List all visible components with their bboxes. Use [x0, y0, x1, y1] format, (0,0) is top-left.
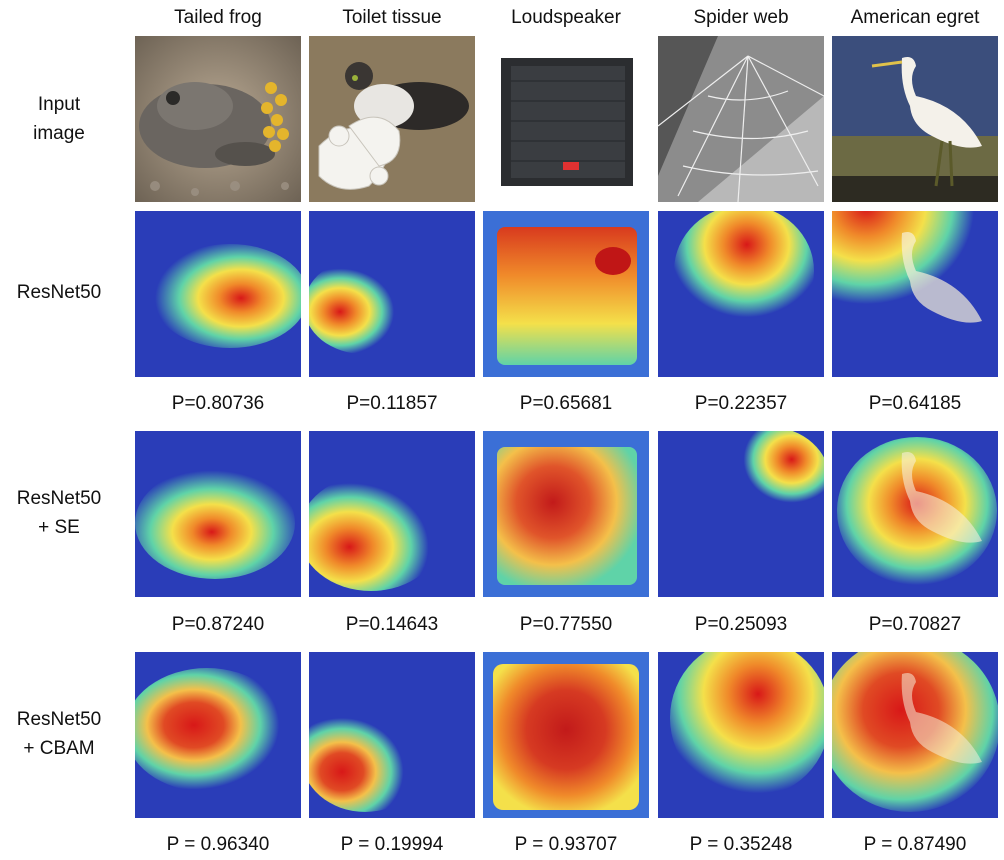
column-title-tailed-frog: Tailed frog [174, 7, 262, 28]
probability-resnet50-se-toilet-tissue: P=0.14643 [345, 614, 439, 635]
input-image-tailed-frog [135, 36, 301, 202]
column-title-american-egret: American egret [850, 7, 980, 28]
input-image-american-egret [832, 36, 998, 202]
probability-resnet50-toilet-tissue: P=0.11857 [346, 393, 438, 414]
probability-resnet50-american-egret: P=0.64185 [868, 393, 962, 414]
heatmap-resnet50-se-loudspeaker [483, 431, 649, 597]
heatmap-resnet50-se-tailed-frog [135, 431, 301, 597]
row-label-resnet50: ResNet50 [16, 282, 102, 303]
probability-resnet50-se-spider-web: P=0.25093 [694, 614, 788, 635]
heatmap-resnet50-cbam-american-egret [832, 652, 998, 818]
input-image-spider-web [658, 36, 824, 202]
heatmap-resnet50-cbam-spider-web [658, 652, 824, 818]
heatmap-resnet50-tailed-frog [135, 211, 301, 377]
heatmap-resnet50-loudspeaker [483, 211, 649, 377]
heatmap-resnet50-toilet-tissue [309, 211, 475, 377]
heatmap-resnet50-cbam-tailed-frog [135, 652, 301, 818]
probability-resnet50-cbam-toilet-tissue: P = 0.19994 [340, 834, 444, 855]
row-label-input-image: Input image [33, 94, 85, 144]
row-label-resnet50-cbam: ResNet50 + CBAM [16, 709, 102, 759]
row-label-resnet50-se: ResNet50 + SE [16, 488, 102, 538]
probability-resnet50-se-loudspeaker: P=0.77550 [519, 614, 613, 635]
probability-resnet50-se-tailed-frog: P=0.87240 [171, 614, 265, 635]
input-image-loudspeaker [483, 36, 649, 202]
heatmap-resnet50-se-american-egret [832, 431, 998, 597]
probability-resnet50-loudspeaker: P=0.65681 [519, 393, 613, 414]
probability-resnet50-tailed-frog: P=0.80736 [171, 393, 265, 414]
heatmap-resnet50-se-spider-web [658, 431, 824, 597]
probability-resnet50-cbam-loudspeaker: P = 0.93707 [514, 834, 618, 855]
probability-resnet50-cbam-american-egret: P = 0.87490 [863, 834, 967, 855]
probability-resnet50-cbam-tailed-frog: P = 0.96340 [166, 834, 270, 855]
column-title-spider-web: Spider web [693, 7, 789, 28]
heatmap-resnet50-se-toilet-tissue [309, 431, 475, 597]
heatmap-resnet50-cbam-loudspeaker [483, 652, 649, 818]
probability-resnet50-se-american-egret: P=0.70827 [868, 614, 962, 635]
probability-resnet50-cbam-spider-web: P = 0.35248 [689, 834, 793, 855]
input-image-toilet-tissue [309, 36, 475, 202]
column-title-loudspeaker: Loudspeaker [511, 7, 621, 28]
probability-resnet50-spider-web: P=0.22357 [694, 393, 788, 414]
heatmap-resnet50-spider-web [658, 211, 824, 377]
heatmap-resnet50-cbam-toilet-tissue [309, 652, 475, 818]
heatmap-resnet50-american-egret [832, 211, 998, 377]
column-title-toilet-tissue: Toilet tissue [342, 7, 442, 28]
